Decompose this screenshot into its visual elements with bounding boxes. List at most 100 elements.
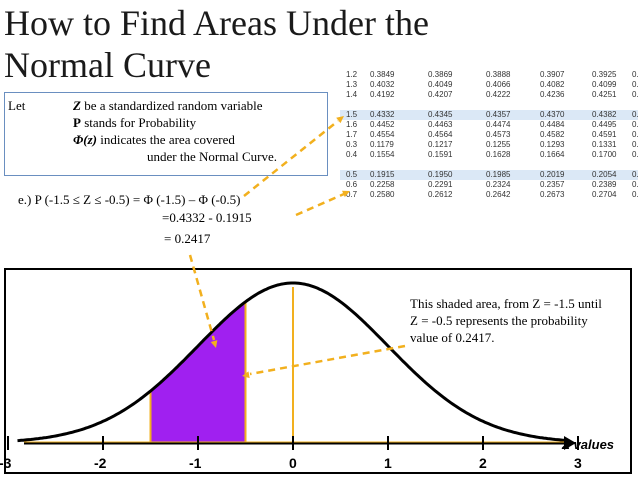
z-table-cell: 1.7 xyxy=(346,130,358,139)
z-table-row xyxy=(340,100,638,110)
z-table-cell: 0.3 xyxy=(632,70,638,79)
z-table-row: 1.4 0.4192 0.4207 0.4222 0.4236 0.4251 0.4 xyxy=(340,90,638,100)
z-table-cell: 0.208 xyxy=(632,170,638,179)
z-table-cell: 0.1255 xyxy=(486,140,511,149)
z-table-row: 0.3 0.1179 0.1217 0.1255 0.1293 0.1331 0.136 xyxy=(340,140,638,150)
z-table-cell: 0.4463 xyxy=(428,120,453,129)
z-table-cell: 0.5 xyxy=(346,170,358,179)
z-table-cell: 0.2324 xyxy=(486,180,511,189)
z-table-cell: 0.4 xyxy=(632,130,638,139)
z-tick-label: 0 xyxy=(289,455,297,471)
z-table-cell: 0.1179 xyxy=(370,140,394,149)
z-table-cell: 0.4251 xyxy=(592,90,617,99)
z-table-row: 0.6 0.2258 0.2291 0.2324 0.2357 0.2389 0.242 xyxy=(340,180,638,190)
equation-line-1: e.) P (-1.5 ≤ Z ≤ -0.5) = Φ (-1.5) – Φ (… xyxy=(18,192,241,207)
z-table-cell: 0.4099 xyxy=(592,80,617,89)
z-table-cell: 0.136 xyxy=(632,140,638,149)
z-description: be a standardized random variable xyxy=(80,98,263,113)
z-table-cell: 0.7 xyxy=(346,190,358,199)
z-table-cell: 0.4573 xyxy=(486,130,511,139)
z-table-cell: 0.4 xyxy=(346,150,358,159)
z-table-excerpt: 1.2 0.3849 0.3869 0.3888 0.3907 0.3925 0.3 1.3 0… xyxy=(340,70,638,205)
z-table-cell: 0.1915 xyxy=(370,170,395,179)
z-table-cell: 0.4484 xyxy=(540,120,565,129)
z-table-cell: 0.2704 xyxy=(592,190,617,199)
z-table-cell: 0.2357 xyxy=(540,180,565,189)
z-table-cell: 0.242 xyxy=(632,180,638,189)
z-table-cell: 0.4357 xyxy=(486,110,511,119)
z-table-cell: 0.1700 xyxy=(592,150,617,159)
definitions-box: Let Z be a standardized random variable … xyxy=(4,92,328,176)
z-table-cell: 0.2019 xyxy=(540,170,565,179)
z-table-cell: 1.5 xyxy=(346,110,358,119)
z-table-cell: 0.4591 xyxy=(592,130,617,139)
normal-curve xyxy=(17,281,569,443)
z-table-cell: 0.4474 xyxy=(486,120,511,129)
z-table-cell: 0.2580 xyxy=(370,190,395,199)
z-table-row: 0.5 0.1915 0.1950 0.1985 0.2019 0.2054 0.208 xyxy=(340,170,638,180)
z-table-cell: 0.4345 xyxy=(428,110,453,119)
z-tick-label: 1 xyxy=(384,455,392,471)
z-table-row: 1.7 0.4554 0.4564 0.4573 0.4582 0.4591 0.4 xyxy=(340,130,638,140)
z-table-cell: 0.173 xyxy=(632,150,638,159)
phi-variable: Φ(z) xyxy=(73,132,97,147)
z-table-cell: 1.2 xyxy=(346,70,358,79)
z-table-cell: 0.4370 xyxy=(540,110,565,119)
z-table-cell: 0.3925 xyxy=(592,70,617,79)
title-line-2: Normal Curve xyxy=(4,45,211,85)
equation-line-2: =0.4332 - 0.1915 xyxy=(162,210,252,225)
z-table-cell: 0.1554 xyxy=(370,150,395,159)
z-table-cell: 0.4554 xyxy=(370,130,395,139)
z-table-cell: 0.4452 xyxy=(370,120,395,129)
z-tick-label: -1 xyxy=(189,455,202,471)
shaded-area xyxy=(149,299,247,444)
z-variable: Z xyxy=(73,98,81,113)
chart-frame xyxy=(4,268,632,474)
z-table-cell: 0.4066 xyxy=(486,80,511,89)
shaded-area-annotation: This shaded area, from Z = -1.5 until Z … xyxy=(410,296,602,345)
definition-phi-continued: under the Normal Curve. xyxy=(147,149,277,164)
z-table-cell: 0.2389 xyxy=(592,180,617,189)
z-table-cell: 0.1985 xyxy=(486,170,511,179)
z-table-cell: 0.4082 xyxy=(540,80,565,89)
definition-p: P stands for Probability xyxy=(73,114,196,131)
z-table-cell: 0.3888 xyxy=(486,70,511,79)
z-table-cell: 0.3 xyxy=(346,140,358,149)
phi-description: indicates the area covered xyxy=(96,132,235,147)
z-table-cell: 0.4032 xyxy=(370,80,395,89)
z-table-cell: 0.4222 xyxy=(486,90,511,99)
z-tick-label: -3 xyxy=(0,455,12,471)
z-table-cell: 0.4382 xyxy=(592,110,617,119)
z-table-cell: 0.4332 xyxy=(370,110,395,119)
z-table-row: 0.7 0.2580 0.2612 0.2642 0.2673 0.2704 0.273 xyxy=(340,190,638,200)
z-table-cell: 0.4564 xyxy=(428,130,453,139)
z-table-cell: 0.1950 xyxy=(428,170,453,179)
z-table-cell: 0.4207 xyxy=(428,90,453,99)
z-table-cell: 0.2258 xyxy=(370,180,395,189)
z-table-cell: 0.4 xyxy=(632,90,638,99)
z-table-cell: 0.1628 xyxy=(486,150,511,159)
z-axis-arrowhead xyxy=(564,436,576,450)
title-line-1: How to Find Areas Under the xyxy=(4,3,429,43)
z-tick-label: 2 xyxy=(479,455,487,471)
z-table-cell: 0.2673 xyxy=(540,190,565,199)
z-table-cell: 0.2291 xyxy=(428,180,453,189)
z-table-cell: 0.1331 xyxy=(592,140,617,149)
p-variable: P xyxy=(73,115,81,130)
page-title: How to Find Areas Under the Normal Curve xyxy=(4,2,524,86)
z-table-row xyxy=(340,160,638,170)
z-table-cell: 0.4236 xyxy=(540,90,565,99)
z-table-cell: 0.4 xyxy=(632,120,638,129)
z-table-cell: 0.6 xyxy=(346,180,358,189)
p-description: stands for Probability xyxy=(80,115,197,130)
z-table-row: 0.4 0.1554 0.1591 0.1628 0.1664 0.1700 0.173 xyxy=(340,150,638,160)
z-table-cell: 0.3849 xyxy=(370,70,395,79)
z-table-cell: 0.1217 xyxy=(428,140,453,149)
z-table-cell: 0.4192 xyxy=(370,90,395,99)
z-table-cell: 0.2054 xyxy=(592,170,617,179)
z-table-cell: 0.3869 xyxy=(428,70,453,79)
z-table-row: 1.6 0.4452 0.4463 0.4474 0.4484 0.4495 0.4 xyxy=(340,120,638,130)
z-tick-label: 3 xyxy=(574,455,582,471)
z-table-cell: 0.4049 xyxy=(428,80,453,89)
let-label: Let xyxy=(8,98,26,113)
